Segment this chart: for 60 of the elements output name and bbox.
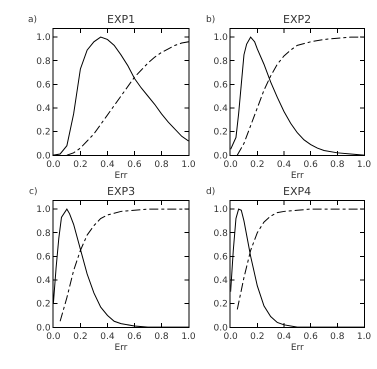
x-tick-label: 1.0 [181,332,196,342]
y-tick-label: 0.4 [36,104,51,114]
x-axis-title: Err [290,170,304,181]
x-tick-label: 0.2 [73,332,88,342]
text: d) [206,187,216,197]
y-tick-label: 1.0 [213,205,228,216]
x-tick-label: 0.4 [276,160,292,170]
x-tick-label: 0.6 [303,332,318,342]
y-tick-label: 0.6 [213,80,228,90]
x-tick-label: 1.0 [356,332,372,342]
y-tick-label: 1.0 [213,33,228,44]
chart-title: EXP2 [283,13,312,26]
y-tick-label: 1.0 [36,205,51,216]
x-tick-label: 1.0 [356,160,372,170]
y-tick-label: 0.4 [213,104,228,114]
y-tick-label: 0.8 [36,56,51,67]
x-tick-label: 0.0 [223,160,238,170]
x-axis-title: Err [114,342,128,353]
y-tick-label: 0.2 [213,300,228,310]
x-tick-label: 0.6 [127,160,142,170]
y-tick-label: 0.2 [36,128,51,138]
x-tick-label: 0.2 [250,160,264,170]
chart-title: EXP1 [107,13,136,26]
y-tick-label: 0.0 [36,151,51,162]
chart-title: EXP4 [283,185,312,198]
y-tick-label: 0.4 [36,276,51,286]
y-tick-label: 0.6 [213,252,228,262]
x-tick-label: 0.0 [46,332,61,342]
x-tick-label: 0.4 [276,332,292,342]
y-tick-label: 0.8 [213,56,228,67]
y-tick-label: 0.2 [213,128,228,138]
x-axis-title: Err [114,170,128,181]
y-tick-label: 0.6 [36,252,51,262]
y-tick-label: 0.8 [213,228,228,239]
x-tick-label: 0.6 [303,160,318,170]
x-tick-label: 0.8 [330,160,345,170]
x-axis-title: Err [290,342,304,353]
x-tick-label: 1.0 [181,160,196,170]
y-tick-label: 0.0 [213,323,228,334]
x-tick-label: 0.2 [250,332,264,342]
y-tick-label: 0.0 [36,323,51,334]
text: a) [28,15,38,25]
text: b) [206,15,216,25]
y-tick-label: 1.0 [36,33,51,44]
y-tick-label: 0.6 [36,80,51,90]
y-tick-label: 0.0 [213,151,228,162]
text: c) [29,187,38,197]
x-tick-label: 0.4 [100,332,115,342]
x-tick-label: 0.6 [127,332,142,342]
x-tick-label: 0.0 [46,160,61,170]
x-tick-label: 0.8 [154,332,169,342]
y-tick-label: 0.4 [213,276,228,286]
chart-title: EXP3 [107,185,136,198]
y-tick-label: 0.8 [36,228,51,239]
x-tick-label: 0.8 [330,332,345,342]
x-tick-label: 0.8 [154,160,169,170]
x-tick-label: 0.2 [73,160,88,170]
x-tick-label: 0.0 [223,332,238,342]
y-tick-label: 0.2 [36,300,51,310]
x-tick-label: 0.4 [100,160,115,170]
